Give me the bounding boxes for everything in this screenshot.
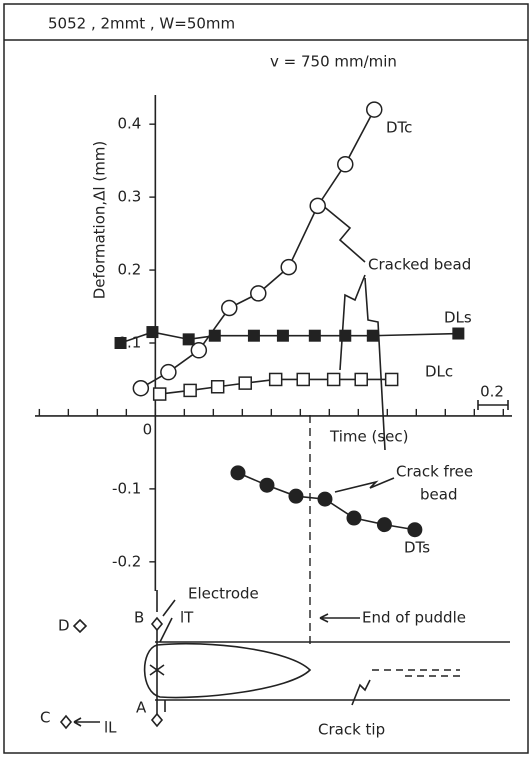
annotation: Crack free — [396, 463, 473, 481]
point — [276, 329, 289, 342]
y-tick-label: -0.2 — [112, 552, 141, 570]
diagram-label: C — [40, 709, 50, 727]
x-tick-label: 0 — [143, 420, 153, 438]
diagram: Electrode End of puddle Crack tip D B A … — [40, 415, 510, 739]
diagram-label: Crack tip — [318, 721, 385, 739]
point — [132, 379, 150, 397]
point — [230, 465, 246, 481]
point — [238, 376, 252, 390]
point — [407, 522, 423, 538]
annotation: Cracked bead — [368, 256, 471, 274]
y-tick-label: 0.4 — [117, 115, 141, 133]
chart-title: 5052 , 2mmt , W=50mm — [48, 15, 235, 33]
point — [146, 326, 159, 339]
point — [308, 329, 321, 342]
diagram-label: End of puddle — [362, 609, 466, 627]
point — [366, 329, 379, 342]
point — [354, 372, 368, 387]
series-label: DLs — [444, 309, 472, 327]
point — [288, 488, 304, 504]
x-axis-label: Time (sec) — [329, 428, 408, 446]
point — [376, 517, 392, 533]
diagram-label: lT — [180, 609, 194, 627]
series-label: DTs — [404, 539, 430, 557]
series-label: DTc — [386, 119, 412, 137]
point — [259, 477, 275, 493]
point — [183, 383, 197, 398]
point — [317, 491, 333, 507]
diagram-label: lL — [104, 719, 117, 737]
point — [309, 197, 326, 215]
diagram-label: A — [136, 699, 147, 717]
point — [221, 299, 238, 317]
point — [384, 372, 399, 387]
point — [152, 387, 167, 401]
point — [114, 337, 127, 349]
frame — [3, 3, 529, 754]
point — [208, 329, 221, 342]
point — [366, 101, 383, 118]
point — [346, 510, 362, 526]
y-tick-label: 0.2 — [117, 261, 141, 279]
subtitle: v = 750 mm/min — [270, 53, 397, 71]
diagram-label: D — [58, 617, 70, 635]
y-tick-label: -0.1 — [112, 479, 141, 497]
point — [190, 342, 208, 359]
series-line — [140, 109, 375, 389]
point — [296, 372, 310, 387]
point — [247, 329, 260, 342]
point — [326, 372, 341, 387]
point — [280, 258, 297, 276]
point — [160, 363, 177, 381]
point — [182, 333, 195, 346]
diagram-label: B — [134, 609, 144, 627]
series-line — [120, 331, 459, 344]
leaders — [321, 204, 509, 493]
point — [452, 327, 465, 340]
point — [250, 285, 267, 302]
series-label: DLc — [425, 363, 453, 381]
scale-label: 0.2 — [480, 383, 504, 401]
annotation: bead — [420, 486, 457, 504]
y-tick-label: 0.3 — [117, 188, 141, 206]
point — [337, 156, 354, 173]
diagram-label: Electrode — [188, 585, 259, 603]
y-axis-label: Deformation,Δl (mm) — [91, 141, 109, 300]
point — [268, 372, 283, 387]
point — [339, 329, 352, 342]
point — [210, 380, 225, 394]
